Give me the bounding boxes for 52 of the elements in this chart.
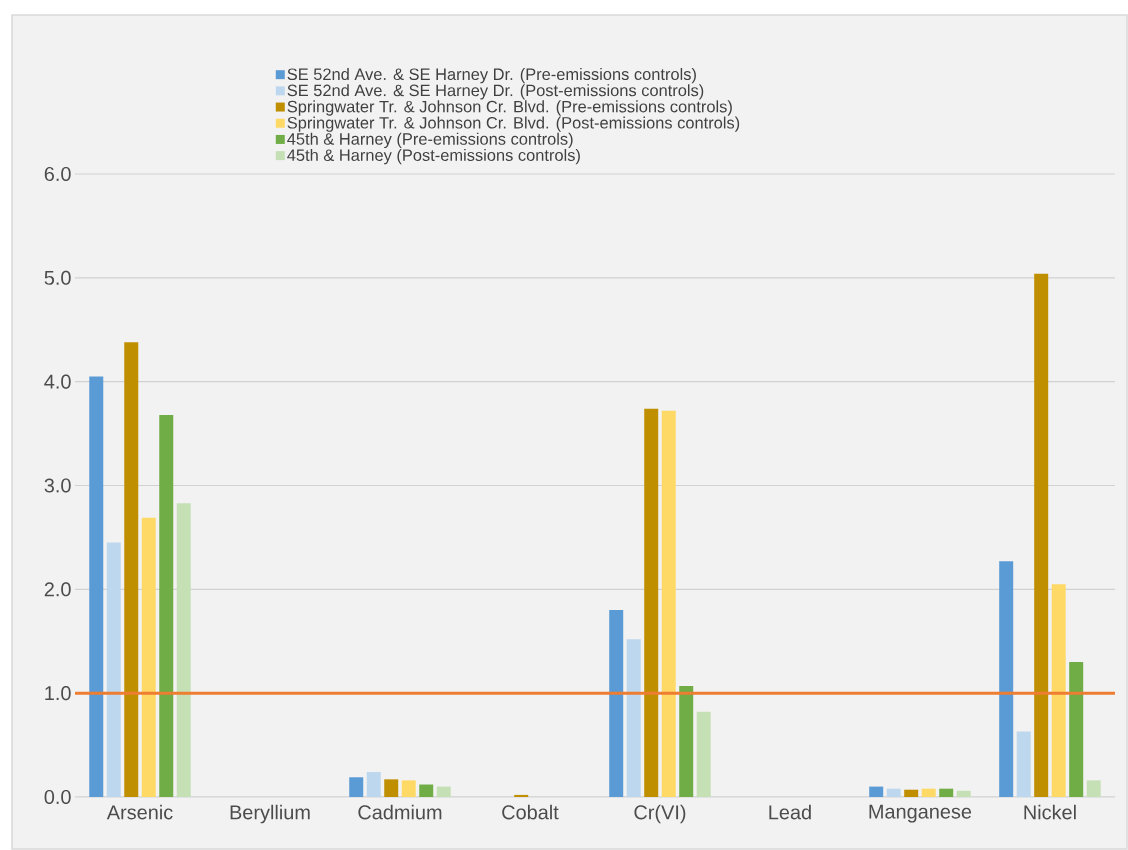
bar [886,788,901,797]
bar [419,784,434,797]
bar [366,772,381,797]
y-tick-label: 1.0 [45,686,71,701]
bar [921,788,936,797]
bar [1016,731,1031,797]
bar [514,794,529,797]
x-tick-label: Manganese [869,804,972,823]
bar [999,561,1014,797]
legend-label: 45th & Harney (Pre-emissions controls) [287,132,573,149]
bar [124,342,139,797]
bar [89,376,104,797]
legend-label: Springwater Tr. & Johnson Cr. Blvd. (Pre-emissions controls) [287,100,732,116]
bar [401,780,416,797]
y-tick-label: 2.0 [44,582,71,597]
legend-label: Springwater Tr. & Johnson Cr. Blvd. (Post-emissions controls) [287,116,740,132]
y-tick-label: 3.0 [44,478,71,493]
bar [661,410,676,797]
bar [696,711,711,797]
bar [609,610,624,797]
x-tick-label: Lead [769,804,811,820]
bar [1034,273,1049,797]
legend-label: 45th & Harney (Post-emissions controls) [287,148,580,165]
bar [956,790,971,797]
y-tick-label: 4.0 [44,374,71,389]
bar [106,542,121,797]
x-tick-label: Beryllium [230,804,310,824]
bar [939,788,954,797]
bar [1051,584,1066,797]
bar [679,685,694,797]
bar [644,408,659,797]
x-tick-label: Cadmium [358,804,442,820]
x-tick-label: Nickel [1024,804,1076,820]
x-tick-label: Arsenic [106,804,173,820]
bar [176,503,191,797]
bar [159,414,174,797]
legend-label: SE 52nd Ave. & SE Harney Dr. (Pre-emissions controls) [287,67,696,84]
y-tick-label: 5.0 [44,270,71,285]
x-tick-label: Cr(VI) [634,804,686,824]
bar [384,779,399,797]
bar [349,777,364,797]
bar [869,786,884,797]
bar [1086,780,1101,797]
y-tick-label: 6.0 [44,166,71,182]
bar [626,639,641,797]
x-tick-label: Cobalt [502,804,559,820]
y-tick-label: 0.0 [44,789,71,805]
bar [141,517,156,797]
bar [436,786,451,797]
legend-label: SE 52nd Ave. & SE Harney Dr. (Post-emissions controls) [287,84,704,100]
bar [1069,662,1084,797]
bar [904,789,919,797]
